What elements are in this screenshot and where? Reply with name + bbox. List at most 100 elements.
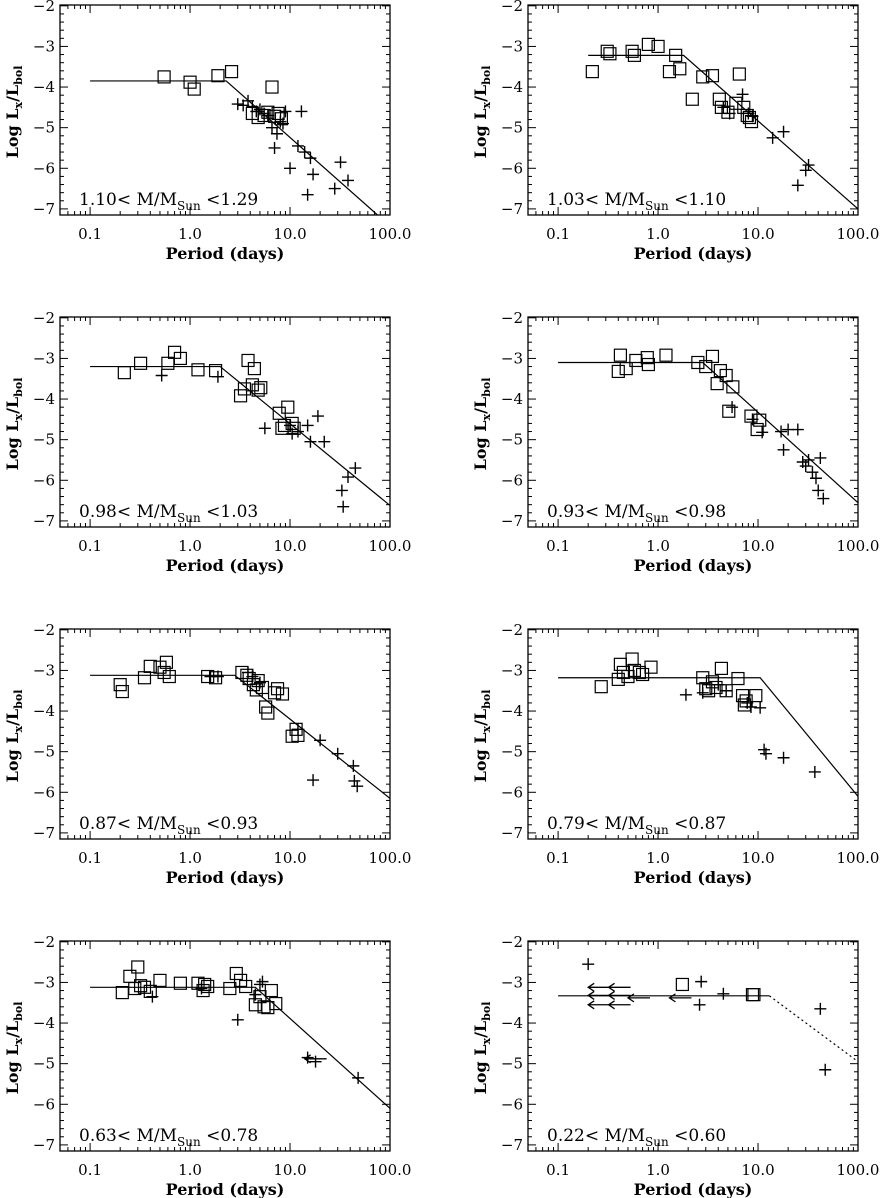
- plus-marker: [777, 125, 790, 138]
- plus-marker: [258, 422, 271, 435]
- x-tick-label: 10.0: [741, 537, 774, 555]
- mass-range-sub: Sun: [645, 823, 669, 837]
- plus-marker: [284, 162, 297, 175]
- data-layer: [90, 960, 390, 1109]
- upper-limit-arrow: [587, 982, 611, 992]
- plus-marker: [349, 462, 362, 475]
- plus-marker: [347, 759, 360, 772]
- square-marker: [744, 114, 759, 129]
- fit-line: [588, 54, 858, 210]
- y-tick-label: −4: [501, 1014, 523, 1032]
- plus-marker: [328, 182, 341, 195]
- square-marker: [641, 357, 655, 372]
- plus-marker: [261, 109, 274, 122]
- square-marker: [732, 67, 746, 81]
- plus-marker: [341, 174, 354, 187]
- mass-range-sub: Sun: [177, 199, 201, 213]
- mass-range-label: 0.79< M/MSun <0.87: [547, 814, 726, 837]
- plus-marker: [766, 131, 779, 144]
- x-tick-label: 10.0: [741, 1161, 774, 1179]
- plus-marker: [155, 369, 168, 382]
- upper-limit-arrow: [587, 1000, 611, 1010]
- plus-marker: [819, 1063, 832, 1076]
- square-marker: [611, 364, 625, 379]
- y-axis-label-sub: x: [480, 725, 493, 732]
- y-axis-label-part: /L: [3, 397, 22, 414]
- mass-range-post: <0.78: [201, 1126, 259, 1146]
- square-marker: [722, 404, 736, 418]
- plus-marker: [331, 747, 344, 760]
- plus-marker: [582, 958, 595, 971]
- mass-range-post: <0.93: [201, 814, 259, 834]
- x-tick-label: 1.0: [646, 849, 670, 867]
- plus-marker: [307, 168, 320, 181]
- x-tick-label: 0.1: [546, 225, 570, 243]
- plus-marker: [304, 435, 317, 448]
- y-axis-label-sub: bol: [480, 66, 493, 85]
- x-tick-label: 10.0: [273, 849, 306, 867]
- x-axis-label: Period (days): [634, 1180, 753, 1198]
- x-tick-label: 1.0: [646, 537, 670, 555]
- square-marker: [603, 47, 617, 61]
- square-marker: [254, 381, 268, 395]
- y-tick-label: −2: [33, 309, 55, 327]
- plus-marker: [291, 723, 304, 736]
- plot-frame: [59, 4, 391, 216]
- plot-frame: [527, 316, 859, 528]
- y-tick-label: −4: [33, 702, 55, 720]
- square-marker: [753, 413, 767, 427]
- plus-marker: [799, 460, 812, 473]
- y-tick-label: −5: [501, 743, 523, 761]
- mass-range-pre: 1.10< M/M: [79, 190, 177, 210]
- plus-marker: [712, 678, 725, 691]
- y-tick-label: −5: [33, 119, 55, 137]
- upper-limit-arrow: [587, 990, 611, 1000]
- data-layer: [558, 652, 858, 797]
- plus-marker: [276, 117, 289, 130]
- plus-marker: [274, 115, 287, 128]
- upper-limit-arrow: [607, 1000, 631, 1010]
- mass-range-label: 0.98< M/MSun <1.03: [79, 502, 258, 525]
- y-axis-label-sub: x: [12, 413, 25, 420]
- plus-marker: [746, 413, 759, 426]
- y-axis-label-sub: bol: [12, 378, 25, 397]
- square-marker: [651, 39, 665, 54]
- plus-marker: [231, 98, 244, 111]
- y-axis-label-sub: bol: [480, 1002, 493, 1021]
- square-marker: [117, 366, 131, 380]
- square-marker: [673, 62, 687, 76]
- y-axis-label: Log Lx/Lbol: [471, 1002, 493, 1095]
- y-tick-label: −3: [33, 661, 55, 679]
- plus-marker: [211, 670, 224, 683]
- plus-marker: [314, 734, 327, 747]
- y-axis-label: Log Lx/Lbol: [3, 378, 25, 471]
- y-axis-label-part: /L: [3, 85, 22, 102]
- y-axis-label-part: /L: [471, 397, 490, 414]
- upper-limit-arrow: [668, 993, 692, 1003]
- square-marker: [709, 680, 723, 695]
- y-axis-label: Log Lx/Lbol: [3, 690, 25, 783]
- y-tick-label: −7: [33, 824, 55, 842]
- mass-range-label: 0.87< M/MSun <0.93: [79, 814, 258, 837]
- plus-marker: [341, 471, 354, 484]
- square-marker: [115, 684, 129, 699]
- square-marker: [269, 996, 283, 1011]
- square-marker: [691, 355, 705, 370]
- y-tick-label: −5: [501, 119, 523, 137]
- mass-range-label: 1.10< M/MSun <1.29: [79, 190, 258, 213]
- square-marker: [191, 976, 205, 990]
- plus-marker: [679, 688, 692, 701]
- square-marker: [270, 682, 285, 696]
- x-tick-label: 100.0: [837, 225, 880, 243]
- square-marker: [726, 380, 740, 394]
- plus-marker: [723, 107, 736, 120]
- x-tick-label: 100.0: [837, 537, 880, 555]
- panel-7: 0.1 1.0 10.0 100.0 −2 −3 −4 −5 −6 −7 Period (days)…: [3, 933, 411, 1198]
- y-tick-label: −3: [33, 349, 55, 367]
- plot-frame: [59, 628, 391, 840]
- y-tick-label: −4: [33, 390, 55, 408]
- y-axis-label-sub: bol: [12, 66, 25, 85]
- x-axis-label: Period (days): [634, 556, 753, 575]
- y-axis-label-sub: x: [480, 413, 493, 420]
- mass-range-sub: Sun: [177, 511, 201, 525]
